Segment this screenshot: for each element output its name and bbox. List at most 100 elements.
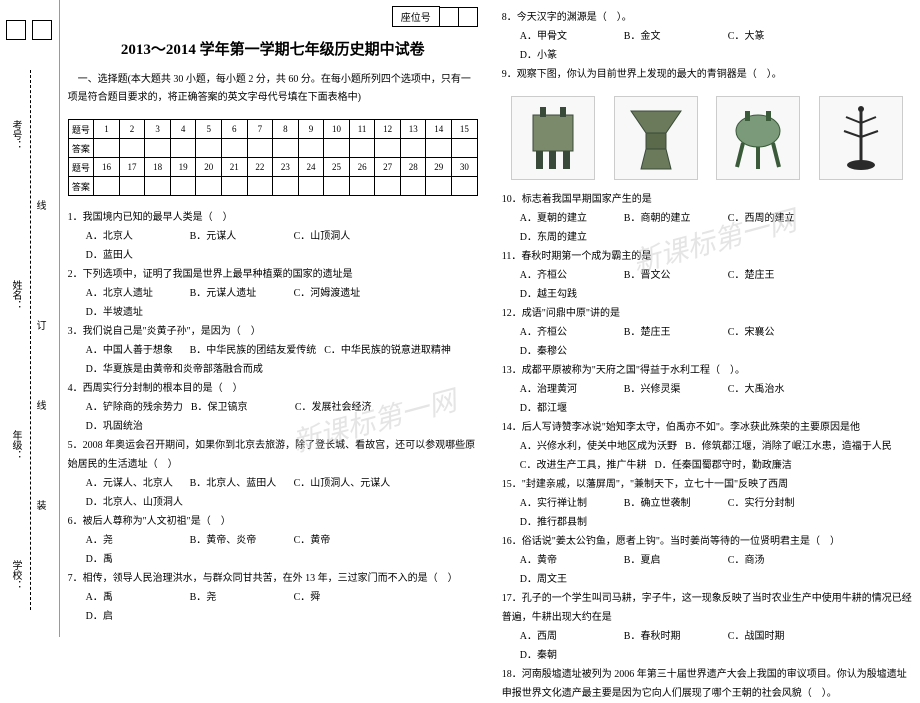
question-stem: 6．被后人尊称为"人文初祖"是（ ） (68, 512, 478, 531)
question-stem: 5．2008 年奥运会召开期间，如果你到北京去旅游，除了登长城、看故宫，还可以参… (68, 436, 478, 474)
margin-label-examno: 考号： (8, 120, 23, 150)
question: 17．孔子的一个学生叫司马耕，字子牛，这一现象反映了当时农业生产中使用牛耕的情况… (502, 589, 912, 665)
option: D．越王勾践 (520, 285, 624, 304)
option: C．黄帝 (294, 531, 398, 550)
option: A．夏朝的建立 (520, 209, 624, 228)
option: A．元谋人、北京人 (86, 474, 190, 493)
question-stem: 18．河南殷墟遗址被列为 2006 年第三十届世界遗产大会上我国的审议项目。你认… (502, 665, 912, 703)
row-label: 题号 (68, 158, 94, 177)
option: D．启 (86, 607, 190, 626)
option: A．禹 (86, 588, 190, 607)
artifact-images-row (502, 90, 912, 180)
option: A．北京人遗址 (86, 284, 190, 303)
artifact-image-tripod (716, 96, 800, 180)
question: 10．标志着我国早期国家产生的是A．夏朝的建立B．商朝的建立C．西周的建立D．东… (502, 190, 912, 247)
row-label: 答案 (68, 177, 94, 196)
question: 4．西周实行分封制的根本目的是（ ）A．铲除商的残余势力B．保卫镐京C．发展社会… (68, 379, 478, 436)
question-options: A．禹B．尧C．舜 D．启 (68, 588, 478, 626)
question-options: A．兴修水利，使关中地区成为沃野B．修筑都江堰，消除了岷江水患，造福于人民C．改… (502, 437, 912, 475)
question-stem: 13．成都平原被称为"天府之国"得益于水利工程（ ）。 (502, 361, 912, 380)
fold-mark: 线 (32, 400, 47, 410)
margin-label-name: 姓名： (8, 280, 23, 310)
option: C．发展社会经济 (295, 398, 399, 417)
question: 2．下列选项中，证明了我国是世界上最早种植粟的国家的遗址是A．北京人遗址B．元谋… (68, 265, 478, 322)
option: C．大禹治水 (728, 380, 832, 399)
question: 5．2008 年奥运会召开期间，如果你到北京去旅游，除了登长城、看故宫，还可以参… (68, 436, 478, 512)
seat-cell (459, 7, 478, 27)
question: 16．俗话说"姜太公钓鱼，愿者上钩"。当时姜尚等待的一位贤明君主是（ ）A．黄帝… (502, 532, 912, 589)
question-options: A．齐桓公B．晋文公C．楚庄王D．越王勾践 (502, 266, 912, 304)
option: A．铲除商的残余势力 (86, 398, 191, 417)
question-stem: 17．孔子的一个学生叫司马耕，字子牛，这一现象反映了当时农业生产中使用牛耕的情况… (502, 589, 912, 627)
option: D．小篆 (520, 46, 624, 65)
left-questions: 1．我国境内已知的最早人类是（ ）A．北京人B．元谋人C．山顶洞人D．蓝田人2．… (68, 208, 478, 626)
question-options: A．元谋人、北京人B．北京人、蓝田人C．山顶洞人、元谋人D．北京人、山顶洞人 (68, 474, 478, 512)
question: 13．成都平原被称为"天府之国"得益于水利工程（ ）。A．治理黄河B．兴修灵渠C… (502, 361, 912, 418)
seat-number-box: 座位号 (392, 6, 478, 27)
question-options: A．夏朝的建立B．商朝的建立C．西周的建立D．东周的建立 (502, 209, 912, 247)
margin-boxes (0, 0, 59, 40)
question-stem: 1．我国境内已知的最早人类是（ ） (68, 208, 478, 227)
question: 11．春秋时期第一个成为霸主的是A．齐桓公B．晋文公C．楚庄王D．越王勾践 (502, 247, 912, 304)
option: D．任秦国蜀郡守时，勤政廉洁 (654, 456, 799, 475)
answer-grid: 题号 1 2 3 4 5 6 7 8 9 10 11 12 13 14 15 答… (68, 119, 478, 196)
question: 15．"封建亲戚，以藩屏周"，"兼制天下，立七十一国"反映了西周A．实行禅让制B… (502, 475, 912, 532)
option: A．齐桓公 (520, 323, 624, 342)
margin-label-school: 学校： (8, 560, 23, 590)
option: A．甲骨文 (520, 27, 624, 46)
margin-box (32, 20, 52, 40)
fold-mark: 装 (32, 500, 47, 510)
option: D．巩固统治 (86, 417, 190, 436)
option: D．华夏族是由黄帝和炎帝部落融合而成 (86, 360, 271, 379)
binding-margin: 考号： 线 姓名： 订 线 年级： 装 学校： (0, 0, 60, 637)
artifact-image-tree (819, 96, 903, 180)
artifact-image-ding (511, 96, 595, 180)
question-stem: 4．西周实行分封制的根本目的是（ ） (68, 379, 478, 398)
question: 7．相传，领导人民治理洪水，与群众同甘共苦，在外 13 年，三过家门而不入的是（… (68, 569, 478, 626)
option: B．兴修灵渠 (624, 380, 728, 399)
question-options: A．北京人遗址B．元谋人遗址C．河姆渡遗址D．半坡遗址 (68, 284, 478, 322)
table-row: 答案 (68, 177, 477, 196)
page-title: 2013～2014 学年第一学期七年级历史期中试卷 (68, 38, 478, 59)
option: C．中华民族的锐意进取精神 (324, 341, 459, 360)
option: D．都江堰 (520, 399, 624, 418)
option: A．中国人善于想象 (86, 341, 190, 360)
option: C．河姆渡遗址 (294, 284, 398, 303)
question-options: A．齐桓公B．楚庄王C．宋襄公 D．秦穆公 (502, 323, 912, 361)
option: A．治理黄河 (520, 380, 624, 399)
option: A．齐桓公 (520, 266, 624, 285)
question-options: A．铲除商的残余势力B．保卫镐京C．发展社会经济D．巩固统治 (68, 398, 478, 436)
fold-mark: 订 (32, 320, 47, 330)
question: 3．我们说自己是"炎黄子孙"，是因为（ ）A．中国人善于想象B．中华民族的团结友… (68, 322, 478, 379)
option: D．禹 (86, 550, 190, 569)
question: 18．河南殷墟遗址被列为 2006 年第三十届世界遗产大会上我国的审议项目。你认… (502, 665, 912, 703)
option: B．元谋人遗址 (190, 284, 294, 303)
option: B．北京人、蓝田人 (190, 474, 294, 493)
option: C．大篆 (728, 27, 832, 46)
question: 14．后人写诗赞李冰说"始知李太守，伯禹亦不如"。李冰获此殊荣的主要原因是他A．… (502, 418, 912, 475)
question-stem: 8．今天汉字的渊源是（ ）。 (502, 8, 912, 27)
option: D．周文王 (520, 570, 624, 589)
option: D．秦穆公 (520, 342, 624, 361)
question-stem: 14．后人写诗赞李冰说"始知李太守，伯禹亦不如"。李冰获此殊荣的主要原因是他 (502, 418, 912, 437)
option: D．推行郡县制 (520, 513, 624, 532)
question-options: A．黄帝B．夏启C．商汤D．周文王 (502, 551, 912, 589)
option: C．舜 (294, 588, 398, 607)
option: B．修筑都江堰，消除了岷江水患，造福于人民 (685, 437, 900, 456)
option: D．北京人、山顶洞人 (86, 493, 191, 512)
question-stem: 2．下列选项中，证明了我国是世界上最早种植粟的国家的遗址是 (68, 265, 478, 284)
question-options: A．中国人善于想象B．中华民族的团结友爱传统C．中华民族的锐意进取精神D．华夏族… (68, 341, 478, 379)
option: B．晋文公 (624, 266, 728, 285)
option: B．夏启 (624, 551, 728, 570)
question: 12．成语"问鼎中原"讲的是A．齐桓公B．楚庄王C．宋襄公D．秦穆公 (502, 304, 912, 361)
option: B．金文 (624, 27, 728, 46)
question: 6．被后人尊称为"人文初祖"是（ ）A．尧B．黄帝、炎帝C．黄帝D．禹 (68, 512, 478, 569)
option: C．宋襄公 (728, 323, 832, 342)
question: 1．我国境内已知的最早人类是（ ）A．北京人B．元谋人C．山顶洞人D．蓝田人 (68, 208, 478, 265)
option: B．尧 (190, 588, 294, 607)
option: D．蓝田人 (86, 246, 190, 265)
option: B．楚庄王 (624, 323, 728, 342)
margin-box (6, 20, 26, 40)
option: B．元谋人 (190, 227, 294, 246)
question-stem: 9．观察下图，你认为目前世界上发现的最大的青铜器是（ ）。 (502, 65, 912, 84)
